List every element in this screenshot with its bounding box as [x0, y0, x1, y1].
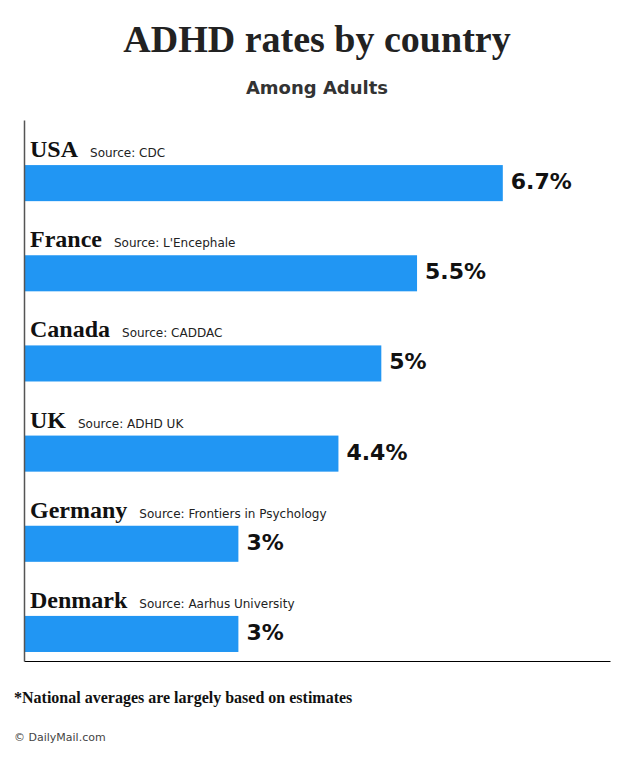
category-label: Canada: [30, 316, 110, 342]
data-label: 3%: [246, 530, 283, 555]
chart: ADHD rates by country Among Adults USA Sour…: [0, 0, 634, 761]
category-label: UK: [30, 407, 66, 433]
y-axis: [24, 121, 25, 662]
labels: USA Source: CDC France Source: L'Encephale C…: [30, 136, 572, 645]
category-label: USA: [30, 136, 79, 162]
source-label: Source: Aarhus University: [139, 597, 294, 611]
x-axis-line: [25, 661, 611, 662]
source-label: Source: CADDAC: [122, 326, 222, 340]
source-label: Source: L'Encephale: [114, 236, 236, 250]
source-label: Source: ADHD UK: [78, 417, 184, 431]
data-label: 4.4%: [346, 440, 407, 465]
source-label: Source: CDC: [90, 146, 165, 160]
bar: [24, 526, 238, 562]
y-axis-line: [24, 121, 26, 662]
category-label: France: [30, 226, 102, 252]
x-axis: [25, 661, 611, 662]
subtitle: Among Adults: [246, 77, 388, 98]
bar: [24, 616, 238, 652]
credit: © DailyMail.com: [14, 731, 106, 744]
bar: [24, 345, 381, 381]
bar: [24, 255, 417, 291]
category-label: Germany: [30, 497, 127, 523]
data-label: 3%: [246, 620, 283, 645]
footnote: *National averages are largely based on …: [14, 689, 352, 707]
bars: [24, 165, 503, 652]
data-label: 5%: [389, 349, 426, 374]
data-label: 6.7%: [511, 169, 572, 194]
category-label: Denmark: [30, 587, 128, 613]
data-label: 5.5%: [425, 259, 486, 284]
bar: [24, 436, 338, 472]
bar: [24, 165, 503, 201]
title: ADHD rates by country: [123, 18, 510, 60]
source-label: Source: Frontiers in Psychology: [139, 507, 326, 521]
